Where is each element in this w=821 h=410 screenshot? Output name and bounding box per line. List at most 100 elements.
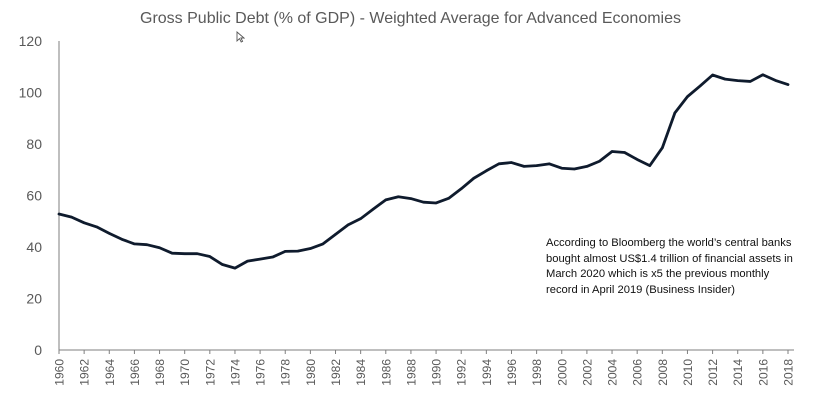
data-point [585,165,589,168]
x-tick-label: 2016 [756,359,770,386]
data-point [447,197,450,200]
x-tick-labels: 1960 1962 1964 1966 1968 1970 1972 1974 1976 1978… [53,359,796,386]
y-tick-label: 60 [26,188,42,204]
data-point [346,223,350,227]
series-group [57,73,790,270]
chart-title: Gross Public Debt (% of GDP) - Weighted … [140,10,681,27]
data-point [786,83,790,86]
x-tick-label: 1968 [153,359,167,386]
data-point [409,197,413,200]
data-point [598,160,601,163]
data-point [372,207,375,211]
data-point [422,200,425,204]
data-point [208,255,212,258]
data-point [547,162,551,166]
x-tick-label: 1988 [404,359,418,386]
data-point [711,73,714,77]
data-point [686,95,689,98]
x-tick-label: 1960 [53,359,67,386]
data-point [573,167,576,171]
x-tick-label: 1998 [530,359,544,386]
x-tick-label: 1972 [203,359,217,386]
data-point [648,164,651,167]
x-tick-label: 2000 [555,359,569,386]
x-tick-label: 2012 [706,359,720,386]
x-tick-label: 1982 [329,359,343,386]
data-point [246,259,249,263]
data-point [70,215,73,219]
data-point [196,252,199,255]
y-tick-label: 120 [19,33,43,49]
x-tick-label: 2018 [782,359,796,386]
data-point [57,212,61,216]
data-point [82,221,86,224]
y-tick-label: 20 [26,291,42,307]
data-point [170,251,174,255]
data-point [334,233,337,236]
x-tick-label: 1964 [103,359,117,386]
y-tick-labels: 0 20 40 60 80 100 120 [19,33,43,358]
x-tick-label: 1996 [505,359,519,386]
y-tick-label: 0 [34,342,42,358]
data-point [397,195,400,198]
x-tick-label: 2008 [656,359,670,386]
data-point [309,247,312,250]
data-point [133,242,136,246]
data-point [749,80,752,83]
data-point [774,79,777,82]
x-tick-label: 1966 [128,359,142,386]
data-point [761,73,765,76]
data-point [434,201,438,205]
x-tick-label: 1992 [455,359,469,386]
data-point [120,238,124,241]
data-point [321,242,325,246]
data-point [635,158,639,161]
x-tick-label: 2004 [606,359,620,386]
data-point [158,246,161,249]
y-tick-label: 80 [26,136,42,152]
x-tick-label: 1984 [354,359,368,386]
x-tick-label: 2002 [580,359,594,386]
data-point [296,249,300,253]
data-point [522,165,526,168]
data-point [698,84,702,88]
x-tick-label: 2010 [681,359,695,386]
data-point [736,79,739,82]
x-tick-label: 1994 [480,359,494,386]
data-point [472,177,475,180]
data-point [497,162,501,166]
data-point [145,243,149,246]
x-tick-label: 1976 [254,359,268,386]
data-point [221,263,224,266]
data-point [108,232,111,235]
annotation-text: According to Bloomberg the world’s centr… [546,236,816,298]
annotation-line-3: March 2020 which is x5 the previous mont… [546,268,770,280]
mouse-cursor-icon [236,31,245,43]
x-tick-label: 1990 [430,359,444,386]
annotation-line-4: record in April 2019 (Business Insider) [546,283,736,296]
data-point [510,161,513,164]
data-point [535,164,538,167]
axes [58,41,794,354]
data-point [233,266,237,270]
data-point [359,217,362,220]
data-point [271,255,274,259]
annotation-line-2: bought almost US$1.4 trillion of financi… [546,252,793,265]
annotation-line-1: According to Bloomberg the world’s centr… [546,237,792,249]
data-point [485,169,488,172]
data-point [673,111,677,115]
data-point [95,225,98,229]
y-tick-label: 100 [19,85,43,101]
data-point [610,150,614,153]
data-point [284,250,287,253]
x-tick-label: 1986 [379,359,393,386]
data-point [384,198,387,202]
y-tick-label: 40 [26,239,42,255]
data-point [460,187,463,191]
data-point [623,151,626,154]
data-point [661,146,664,150]
x-tick-label: 1978 [279,359,293,386]
data-point [723,77,727,81]
